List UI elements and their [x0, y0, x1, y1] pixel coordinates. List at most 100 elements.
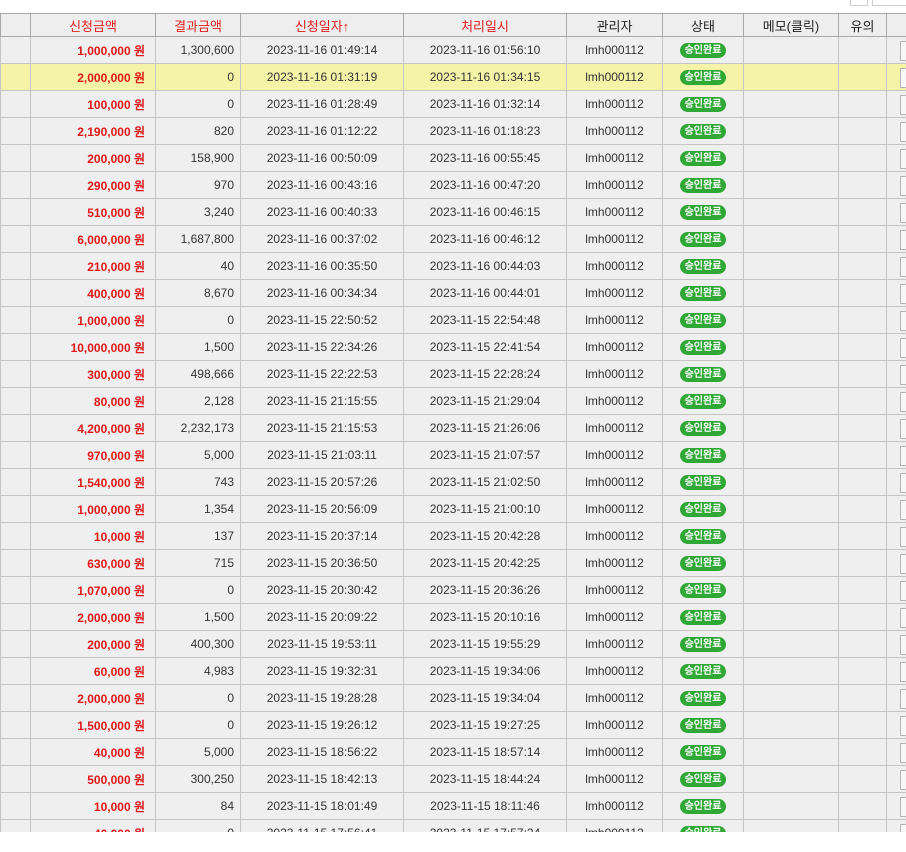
- table-row[interactable]: 1,000,000 원 1,300,600 2023-11-16 01:49:14 2…: [0, 36, 906, 64]
- row-action-button[interactable]: [900, 203, 906, 223]
- row-action-button[interactable]: [900, 581, 906, 601]
- table-row[interactable]: 1,500,000 원 0 2023-11-15 19:26:12 2023-11-1…: [0, 711, 906, 739]
- memo-cell[interactable]: [743, 117, 839, 145]
- memo-cell[interactable]: [743, 144, 839, 172]
- memo-cell[interactable]: [743, 738, 839, 766]
- memo-cell[interactable]: [743, 252, 839, 280]
- table-row[interactable]: 10,000 원 84 2023-11-15 18:01:49 2023-11-15 …: [0, 792, 906, 820]
- memo-cell[interactable]: [743, 684, 839, 712]
- table-row[interactable]: 2,190,000 원 820 2023-11-16 01:12:22 2023-11…: [0, 117, 906, 145]
- row-action-button[interactable]: [900, 257, 906, 277]
- memo-cell[interactable]: [743, 90, 839, 118]
- table-row[interactable]: 200,000 원 158,900 2023-11-16 00:50:09 2023-…: [0, 144, 906, 172]
- table-row[interactable]: 290,000 원 970 2023-11-16 00:43:16 2023-11-1…: [0, 171, 906, 199]
- row-action-button[interactable]: [900, 797, 906, 817]
- table-row[interactable]: 100,000 원 0 2023-11-16 01:28:49 2023-11-16 …: [0, 90, 906, 118]
- row-action-button[interactable]: [900, 311, 906, 331]
- table-row[interactable]: 500,000 원 300,250 2023-11-15 18:42:13 2023-…: [0, 765, 906, 793]
- memo-cell[interactable]: [743, 630, 839, 658]
- table-row[interactable]: 210,000 원 40 2023-11-16 00:35:50 2023-11-16…: [0, 252, 906, 280]
- table-row[interactable]: 970,000 원 5,000 2023-11-15 21:03:11 2023-11…: [0, 441, 906, 469]
- row-action-button[interactable]: [900, 716, 906, 736]
- memo-cell[interactable]: [743, 414, 839, 442]
- row-edge: [886, 576, 906, 604]
- row-action-button[interactable]: [900, 68, 906, 88]
- memo-cell[interactable]: [743, 360, 839, 388]
- row-action-button[interactable]: [900, 149, 906, 169]
- row-action-button[interactable]: [900, 95, 906, 115]
- row-action-button[interactable]: [900, 176, 906, 196]
- table-row[interactable]: 4,200,000 원 2,232,173 2023-11-15 21:15:53 2…: [0, 414, 906, 442]
- row-action-button[interactable]: [900, 419, 906, 439]
- row-action-button[interactable]: [900, 770, 906, 790]
- memo-cell[interactable]: [743, 36, 839, 64]
- row-action-button[interactable]: [900, 743, 906, 763]
- row-action-button[interactable]: [900, 662, 906, 682]
- table-row[interactable]: 630,000 원 715 2023-11-15 20:36:50 2023-11-1…: [0, 549, 906, 577]
- row-action-button[interactable]: [900, 824, 906, 832]
- row-select-cell: [0, 360, 31, 388]
- table-row[interactable]: 200,000 원 400,300 2023-11-15 19:53:11 2023-…: [0, 630, 906, 658]
- table-row[interactable]: 1,000,000 원 1,354 2023-11-15 20:56:09 2023-…: [0, 495, 906, 523]
- row-action-button[interactable]: [900, 230, 906, 250]
- table-row[interactable]: 80,000 원 2,128 2023-11-15 21:15:55 2023-11-…: [0, 387, 906, 415]
- table-row[interactable]: 2,000,000 원 0 2023-11-16 01:31:19 2023-11-1…: [0, 63, 906, 91]
- top-control-button[interactable]: [872, 0, 906, 6]
- table-row[interactable]: 60,000 원 4,983 2023-11-15 19:32:31 2023-11-…: [0, 657, 906, 685]
- memo-cell[interactable]: [743, 387, 839, 415]
- processed-date: 2023-11-15 22:28:24: [403, 360, 567, 388]
- table-row[interactable]: 1,000,000 원 0 2023-11-15 22:50:52 2023-11-1…: [0, 306, 906, 334]
- memo-cell[interactable]: [743, 549, 839, 577]
- table-row[interactable]: 1,070,000 원 0 2023-11-15 20:30:42 2023-11-1…: [0, 576, 906, 604]
- row-action-button[interactable]: [900, 41, 906, 61]
- memo-cell[interactable]: [743, 522, 839, 550]
- memo-cell[interactable]: [743, 333, 839, 361]
- header-request-date[interactable]: 신청일자↑: [240, 13, 404, 37]
- table-row[interactable]: 300,000 원 498,666 2023-11-15 22:22:53 2023-…: [0, 360, 906, 388]
- memo-cell[interactable]: [743, 495, 839, 523]
- table-row[interactable]: 6,000,000 원 1,687,800 2023-11-16 00:37:02 2…: [0, 225, 906, 253]
- table-row[interactable]: 10,000 원 137 2023-11-15 20:37:14 2023-11-15…: [0, 522, 906, 550]
- row-action-button[interactable]: [900, 338, 906, 358]
- table-row[interactable]: 10,000,000 원 1,500 2023-11-15 22:34:26 2023…: [0, 333, 906, 361]
- memo-cell[interactable]: [743, 603, 839, 631]
- memo-cell[interactable]: [743, 306, 839, 334]
- table-row[interactable]: 2,000,000 원 1,500 2023-11-15 20:09:22 2023-…: [0, 603, 906, 631]
- row-action-button[interactable]: [900, 608, 906, 628]
- row-action-button[interactable]: [900, 284, 906, 304]
- header-result-amount[interactable]: 결과금액: [155, 13, 241, 37]
- row-action-button[interactable]: [900, 446, 906, 466]
- row-edge: [886, 333, 906, 361]
- memo-cell[interactable]: [743, 198, 839, 226]
- table-row[interactable]: 510,000 원 3,240 2023-11-16 00:40:33 2023-11…: [0, 198, 906, 226]
- row-action-button[interactable]: [900, 500, 906, 520]
- row-action-button[interactable]: [900, 527, 906, 547]
- memo-cell[interactable]: [743, 576, 839, 604]
- row-action-button[interactable]: [900, 554, 906, 574]
- memo-cell[interactable]: [743, 171, 839, 199]
- table-row[interactable]: 2,000,000 원 0 2023-11-15 19:28:28 2023-11-1…: [0, 684, 906, 712]
- memo-cell[interactable]: [743, 657, 839, 685]
- memo-cell[interactable]: [743, 468, 839, 496]
- table-row[interactable]: 1,540,000 원 743 2023-11-15 20:57:26 2023-11…: [0, 468, 906, 496]
- memo-cell[interactable]: [743, 441, 839, 469]
- header-processed-date[interactable]: 처리일시: [403, 13, 567, 37]
- memo-cell[interactable]: [743, 225, 839, 253]
- row-action-button[interactable]: [900, 689, 906, 709]
- row-action-button[interactable]: [900, 635, 906, 655]
- memo-cell[interactable]: [743, 765, 839, 793]
- row-action-button[interactable]: [900, 122, 906, 142]
- table-row[interactable]: 400,000 원 8,670 2023-11-16 00:34:34 2023-11…: [0, 279, 906, 307]
- header-request-amount[interactable]: 신청금액: [30, 13, 156, 37]
- memo-cell[interactable]: [743, 711, 839, 739]
- memo-cell[interactable]: [743, 279, 839, 307]
- top-control-button[interactable]: [850, 0, 868, 6]
- row-action-button[interactable]: [900, 392, 906, 412]
- row-action-button[interactable]: [900, 473, 906, 493]
- table-row[interactable]: 40,000 원 5,000 2023-11-15 18:56:22 2023-11-…: [0, 738, 906, 766]
- memo-cell[interactable]: [743, 63, 839, 91]
- memo-cell[interactable]: [743, 819, 839, 832]
- memo-cell[interactable]: [743, 792, 839, 820]
- row-action-button[interactable]: [900, 365, 906, 385]
